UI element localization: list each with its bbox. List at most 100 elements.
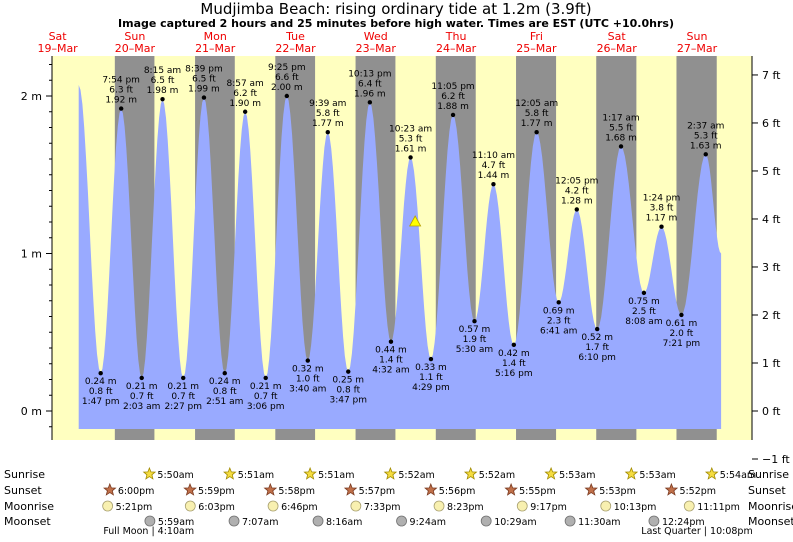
sunrise-time: 5:54am — [720, 470, 756, 481]
moon-phase-label: Last Quarter | 10:08pm — [641, 526, 752, 537]
extreme-label: 3:47 pm — [329, 396, 367, 406]
moonrise-time: 10:13pm — [614, 502, 657, 513]
extreme-point — [346, 369, 351, 374]
moonrise-time: 5:21pm — [116, 502, 153, 513]
extreme-label: 9:39 am — [309, 99, 346, 109]
right-tick-label: 5 ft — [762, 165, 781, 178]
right-tick-label: 3 ft — [762, 261, 781, 274]
extreme-label: 1.68 m — [605, 133, 637, 143]
extreme-label: 8:15 am — [144, 66, 181, 76]
extreme-label: 12:05 am — [515, 99, 558, 109]
right-tick-label: −1 ft — [762, 453, 790, 466]
extreme-label: 2.3 ft — [547, 316, 571, 326]
row-label-left: Moonset — [4, 515, 51, 528]
sunset-icon — [183, 482, 197, 496]
extreme-label: 2:27 pm — [164, 402, 202, 412]
sunrise-icon — [704, 466, 719, 480]
moonrise-icon — [600, 500, 612, 512]
extreme-point — [367, 100, 373, 105]
extreme-point — [98, 371, 103, 376]
extreme-label: 7:54 pm — [102, 76, 140, 86]
sunset-icon — [424, 482, 438, 496]
day-name: Fri — [530, 30, 543, 43]
extreme-label: 0.24 m — [85, 377, 117, 387]
sunset-icon — [584, 482, 598, 496]
extreme-label: 5.8 ft — [316, 109, 340, 119]
sunrise-time: 5:52am — [479, 470, 515, 481]
extreme-point — [534, 130, 539, 135]
moonset-icon — [564, 515, 576, 527]
extreme-point — [325, 130, 330, 135]
extreme-label: 0.69 m — [543, 306, 575, 316]
moonrise-icon — [267, 500, 279, 512]
extreme-label: 1.90 m — [229, 99, 261, 109]
extreme-label: 8:08 am — [625, 317, 662, 327]
extreme-label: 0.52 m — [581, 333, 613, 343]
chart-title: Mudjimba Beach: rising ordinary tide at … — [200, 0, 591, 18]
extreme-label: 6.3 ft — [109, 86, 133, 96]
extreme-label: 2.0 ft — [670, 329, 694, 339]
extreme-label: 6:10 pm — [578, 353, 616, 363]
moonset-icon — [648, 515, 660, 527]
extreme-label: 10:23 am — [389, 124, 432, 134]
moonset-icon — [228, 515, 240, 527]
extreme-label: 1:17 am — [602, 113, 639, 123]
left-tick-label: 1 m — [21, 248, 42, 261]
extreme-label: 0.8 ft — [336, 386, 360, 396]
sunrise-time: 5:51am — [318, 470, 354, 481]
sunrise-time: 5:53am — [559, 470, 595, 481]
tide-area — [78, 85, 722, 429]
day-name: Sat — [49, 30, 68, 43]
extreme-label: 3:06 pm — [247, 402, 285, 412]
sunrise-time: 5:53am — [639, 470, 675, 481]
extreme-label: 2:03 am — [123, 402, 160, 412]
extreme-point — [160, 96, 165, 102]
extreme-point — [388, 339, 394, 344]
moonrise-time: 7:33pm — [364, 502, 401, 513]
right-tick-label: 1 ft — [762, 357, 781, 370]
sunrise-icon — [223, 466, 237, 480]
extreme-label: 2.00 m — [271, 83, 303, 93]
moonrise-time: 6:03pm — [198, 502, 235, 513]
extreme-label: 10:13 pm — [348, 69, 391, 79]
extreme-label: 1.7 ft — [585, 343, 609, 353]
extreme-label: 1.61 m — [395, 144, 427, 154]
extreme-label: 0.25 m — [332, 376, 364, 386]
extreme-point — [450, 112, 456, 118]
sunset-time: 5:56pm — [439, 486, 476, 497]
extreme-label: 6.2 ft — [441, 92, 465, 102]
moonrise-time: 9:17pm — [530, 502, 567, 513]
extreme-label: 1:24 pm — [643, 194, 681, 204]
day-date: 27–Mar — [677, 42, 718, 55]
extreme-label: 1.77 m — [521, 119, 553, 129]
extreme-point — [242, 109, 248, 114]
day-date: 24–Mar — [436, 42, 477, 55]
day-name: Sat — [608, 30, 627, 43]
right-tick-label: 7 ft — [762, 69, 781, 82]
right-tick-label: 2 ft — [762, 309, 781, 322]
extreme-label: 3.8 ft — [650, 204, 674, 214]
extreme-label: 5.8 ft — [525, 109, 549, 119]
sunset-icon — [103, 482, 117, 496]
sunrise-time: 5:51am — [238, 470, 274, 481]
moonset-time: 7:07am — [242, 517, 278, 528]
sunrise-icon — [544, 466, 558, 480]
extreme-point — [118, 106, 124, 111]
moonset-icon — [396, 515, 407, 527]
extreme-point — [201, 95, 207, 100]
almanac: Sunrise Sunrise Sunset Sunset Moonrise Moonri… — [4, 466, 793, 537]
sunset-icon — [664, 482, 679, 496]
row-label-right: Sunset — [748, 484, 786, 497]
sunrise-icon — [142, 466, 157, 480]
sunset-icon — [504, 482, 518, 496]
moonrise-icon — [683, 500, 695, 512]
day-date: 25–Mar — [516, 42, 557, 55]
row-label-left: Sunset — [4, 484, 42, 497]
sunset-time: 5:57pm — [359, 486, 396, 497]
extreme-label: 12:05 pm — [555, 176, 598, 186]
extreme-label: 0.7 ft — [130, 392, 154, 402]
moonset-icon — [312, 515, 324, 527]
day-date: 26–Mar — [597, 42, 638, 55]
day-date: 20–Mar — [115, 42, 156, 55]
extreme-label: 6.4 ft — [358, 79, 382, 89]
